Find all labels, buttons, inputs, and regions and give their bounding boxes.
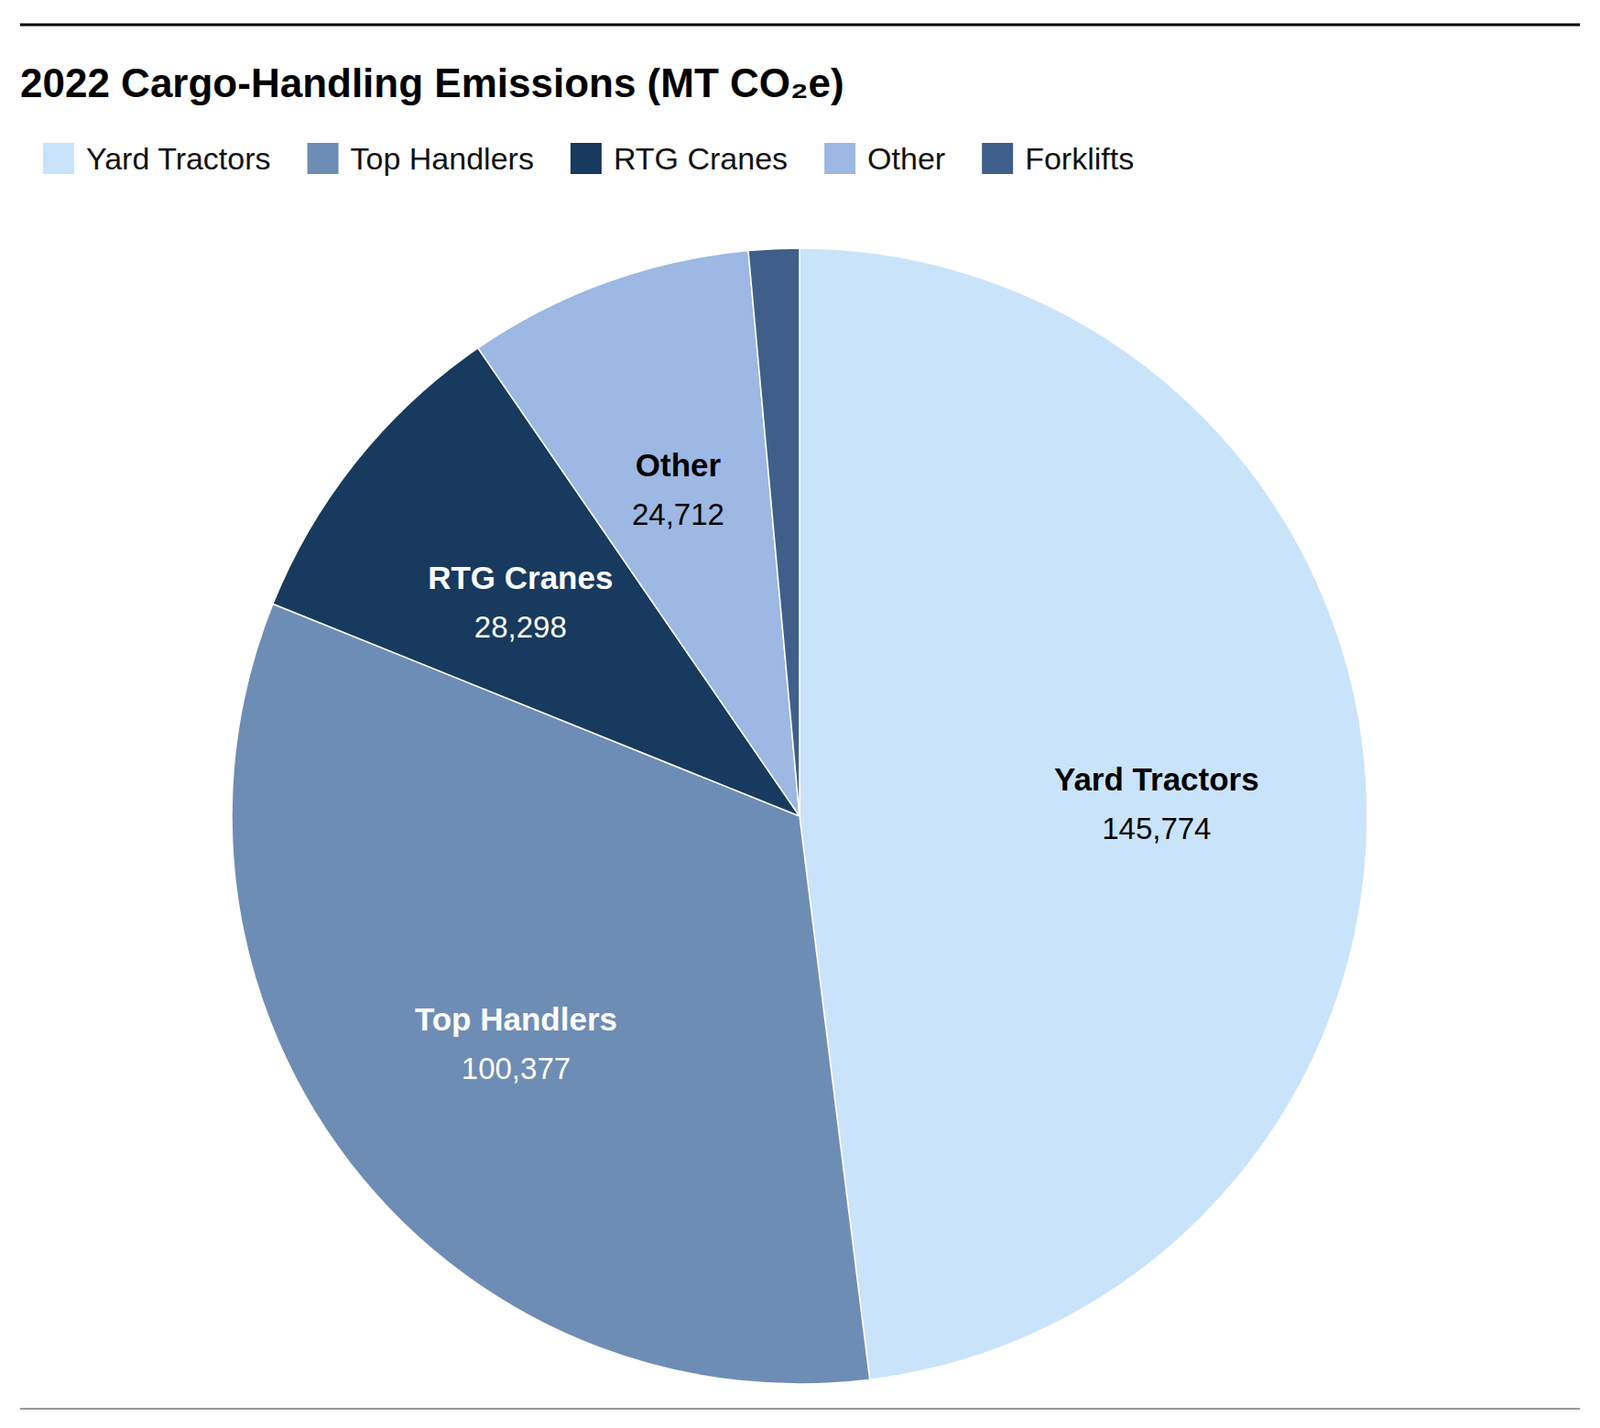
slice-name: RTG Cranes xyxy=(427,559,613,596)
top-rule xyxy=(20,23,1580,27)
data-labels: Yard Tractors 145,774 Top Handlers 100,377 R… xyxy=(414,446,1260,1087)
legend-swatch xyxy=(824,142,856,175)
pie-slice xyxy=(799,248,1368,1380)
legend-label: Top Handlers xyxy=(350,141,534,176)
legend-label: Other xyxy=(867,141,946,176)
slice-value: 145,774 xyxy=(1101,811,1211,846)
chart: 2022 Cargo-Handling Emissions (MT CO₂e) Y… xyxy=(0,0,1600,1428)
slice-value: 100,377 xyxy=(461,1051,571,1086)
legend-swatch xyxy=(307,142,339,175)
bottom-rule xyxy=(20,1407,1580,1409)
legend: Yard Tractors Top Handlers RTG Cranes Other… xyxy=(43,141,1134,176)
pie-slice xyxy=(748,248,800,817)
legend-swatch xyxy=(43,142,75,175)
pie xyxy=(231,248,1368,1384)
legend-swatch xyxy=(981,142,1013,175)
slice-name: Yard Tractors xyxy=(1054,761,1260,797)
legend-label: Forklifts xyxy=(1024,141,1134,176)
slice-name: Top Handlers xyxy=(414,1001,618,1037)
slice-name: Other xyxy=(635,446,722,483)
pie-slice xyxy=(478,250,800,817)
title: 2022 Cargo-Handling Emissions (MT CO₂e) xyxy=(20,60,845,106)
slice-value: 28,298 xyxy=(474,609,567,644)
legend-swatch xyxy=(570,142,602,175)
legend-label: RTG Cranes xyxy=(613,141,788,176)
legend-label: Yard Tractors xyxy=(86,141,272,176)
slice-value: 24,712 xyxy=(631,497,725,532)
